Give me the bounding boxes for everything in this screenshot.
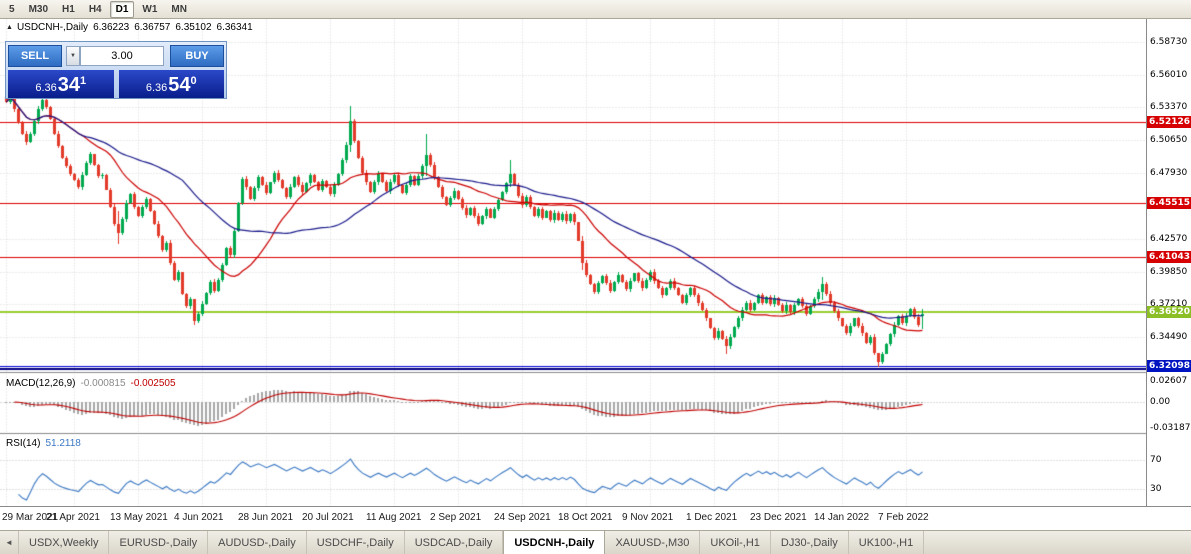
rsi-axis-label: 70 bbox=[1150, 455, 1162, 465]
chart-tab-eurusd[interactable]: EURUSD-,Daily bbox=[109, 531, 209, 554]
chart-tab-usdcad[interactable]: USDCAD-,Daily bbox=[405, 531, 504, 554]
chart-tab-uk100[interactable]: UK100-,H1 bbox=[849, 531, 925, 554]
chart-tab-dj30[interactable]: DJ30-,Daily bbox=[771, 531, 849, 554]
timeframe-button-h4[interactable]: H4 bbox=[88, 3, 102, 15]
ohlc-low: 6.35102 bbox=[175, 22, 212, 33]
rsi-name: RSI(14) bbox=[6, 438, 41, 449]
chart-tab-audusd[interactable]: AUDUSD-,Daily bbox=[208, 531, 307, 554]
chart-tab-usdx[interactable]: USDX,Weekly bbox=[19, 531, 110, 554]
date-axis-label: 24 Sep 2021 bbox=[494, 512, 551, 523]
sell-price-sup: 1 bbox=[80, 75, 87, 87]
price-chart-canvas[interactable] bbox=[0, 19, 1146, 506]
tab-scroll-left-icon[interactable]: ◄ bbox=[0, 531, 19, 554]
date-axis-label: 21 Apr 2021 bbox=[46, 512, 100, 523]
price-axis-label: 6.53370 bbox=[1150, 102, 1188, 112]
chart-tab-usdcnh[interactable]: USDCNH-,Daily bbox=[503, 531, 606, 554]
timeframe-button-h1[interactable]: H1 bbox=[62, 3, 75, 15]
timeframe-button-m30[interactable]: M30 bbox=[28, 3, 49, 15]
date-axis-label: 11 Aug 2021 bbox=[366, 512, 422, 523]
rsi-axis-label: 30 bbox=[1150, 484, 1162, 494]
chart-tab-ukoil[interactable]: UKOil-,H1 bbox=[700, 531, 771, 554]
sell-price-button[interactable]: 6.36 34 1 bbox=[8, 70, 114, 98]
date-axis-label: 9 Nov 2021 bbox=[622, 512, 674, 523]
ohlc-close: 6.36341 bbox=[216, 22, 253, 33]
timeframe-button-mn[interactable]: MN bbox=[171, 3, 187, 15]
price-level-tag: 6.32098 bbox=[1147, 360, 1191, 372]
timeframe-button-d1[interactable]: D1 bbox=[109, 0, 135, 18]
chart-title: ▲ USDCNH-,Daily 6.36223 6.36757 6.35102 … bbox=[6, 22, 258, 33]
sell-price-prefix: 6.36 bbox=[35, 82, 57, 94]
macd-axis-label: 0.00 bbox=[1150, 397, 1171, 407]
price-axis-label: 6.50650 bbox=[1150, 135, 1188, 145]
date-axis-label: 2 Sep 2021 bbox=[430, 512, 482, 523]
macd-axis-label: 0.02607 bbox=[1150, 376, 1188, 386]
sell-price-big: 34 bbox=[57, 74, 81, 96]
sell-button[interactable]: SELL bbox=[8, 45, 62, 67]
macd-value-main: -0.000815 bbox=[80, 378, 126, 389]
date-axis-label: 20 Jul 2021 bbox=[302, 512, 354, 523]
price-level-tag: 6.45515 bbox=[1147, 197, 1191, 209]
date-axis-label: 28 Jun 2021 bbox=[238, 512, 294, 523]
date-axis-label: 18 Oct 2021 bbox=[558, 512, 613, 523]
lot-spinner-icon[interactable]: ▼ bbox=[66, 46, 80, 66]
timeframe-button-5[interactable]: 5 bbox=[9, 3, 15, 15]
chart-tab-xauusd[interactable]: XAUUSD-,M30 bbox=[605, 531, 701, 554]
price-axis-label: 6.56010 bbox=[1150, 70, 1188, 80]
buy-price-big: 54 bbox=[168, 74, 191, 96]
one-click-trading-panel: SELL ▼ BUY 6.36 34 1 6.36 54 0 bbox=[5, 41, 227, 99]
macd-name: MACD(12,26,9) bbox=[6, 378, 76, 389]
price-axis-label: 6.42570 bbox=[1150, 234, 1188, 244]
date-axis-label: 29 Mar 2021 bbox=[2, 512, 59, 523]
price-level-tag: 6.41043 bbox=[1147, 251, 1191, 263]
macd-axis-label: -0.031872 bbox=[1150, 423, 1191, 433]
buy-price-sup: 0 bbox=[190, 75, 197, 87]
chart-tab-bar: ◄ USDX,Weekly EURUSD-,Daily AUDUSD-,Daily US… bbox=[0, 530, 1191, 554]
date-axis[interactable]: 29 Mar 2021 21 Apr 2021 13 May 2021 4 Jun 2… bbox=[0, 506, 1191, 530]
timeframe-button-w1[interactable]: W1 bbox=[142, 3, 158, 15]
date-axis-label: 4 Jun 2021 bbox=[174, 512, 224, 523]
rsi-indicator-label: RSI(14) 51.2118 bbox=[6, 438, 81, 449]
lot-size-input[interactable] bbox=[80, 46, 164, 66]
price-axis-label: 6.39850 bbox=[1150, 267, 1188, 277]
price-level-tag: 6.52126 bbox=[1147, 116, 1191, 128]
one-click-toggle-icon[interactable]: ▲ bbox=[6, 24, 13, 31]
timeframe-toolbar: 5 M30 H1 H4 D1 W1 MN bbox=[0, 0, 1191, 19]
macd-value-signal: -0.002505 bbox=[130, 378, 176, 389]
macd-indicator-label: MACD(12,26,9) -0.000815 -0.002505 bbox=[6, 378, 176, 389]
date-axis-label: 14 Jan 2022 bbox=[814, 512, 870, 523]
price-level-tag: 6.36520 bbox=[1147, 306, 1191, 318]
price-axis-label: 6.37210 bbox=[1150, 299, 1188, 309]
price-axis-label: 6.34490 bbox=[1150, 332, 1188, 342]
price-axis-label: 6.58730 bbox=[1150, 37, 1188, 47]
buy-price-prefix: 6.36 bbox=[145, 82, 168, 94]
buy-button[interactable]: BUY bbox=[170, 45, 224, 67]
date-axis-label: 7 Feb 2022 bbox=[878, 512, 929, 523]
price-axis[interactable]: 6.58730 6.56010 6.53370 6.50650 6.47930 6.425… bbox=[1146, 19, 1191, 506]
rsi-value: 51.2118 bbox=[45, 438, 81, 449]
price-axis-label: 6.47930 bbox=[1150, 168, 1188, 178]
ohlc-open: 6.36223 bbox=[93, 22, 130, 33]
date-axis-label: 23 Dec 2021 bbox=[750, 512, 807, 523]
buy-price-button[interactable]: 6.36 54 0 bbox=[118, 70, 224, 98]
date-axis-label: 13 May 2021 bbox=[110, 512, 168, 523]
chart-symbol-label: USDCNH-,Daily bbox=[16, 22, 89, 33]
ohlc-high: 6.36757 bbox=[134, 22, 171, 33]
date-axis-label: 1 Dec 2021 bbox=[686, 512, 738, 523]
chart-tab-usdchf[interactable]: USDCHF-,Daily bbox=[307, 531, 405, 554]
